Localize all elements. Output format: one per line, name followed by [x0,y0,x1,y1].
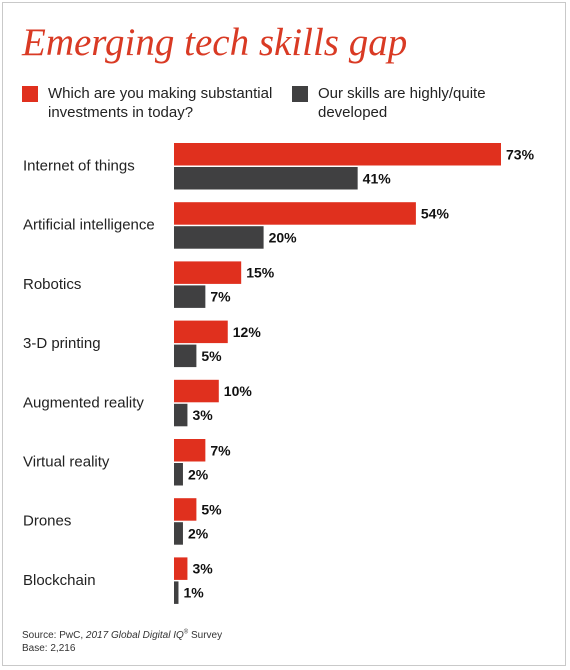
bar-robotics-investments [174,261,242,284]
data-label-virtual-reality-investments: 7% [210,442,231,458]
data-label-virtual-reality-skills: 2% [188,466,209,482]
bar-artificial-intelligence-investments [174,202,416,225]
data-label-drones-investments: 5% [201,501,222,517]
bar-3-d-printing-investments [174,320,228,344]
data-label-artificial-intelligence-skills: 20% [269,229,298,245]
data-label-drones-skills: 2% [188,525,209,541]
category-label-artificial-intelligence: Artificial intelligence [23,217,155,234]
bar-drones-skills [174,522,183,545]
data-label-robotics-skills: 7% [210,289,231,305]
bar-artificial-intelligence-skills [174,226,264,249]
data-label-augmented-reality-investments: 10% [224,383,253,399]
category-label-drones: Drones [23,513,71,530]
chart-title: Emerging tech skills gap [22,21,408,64]
category-label-robotics: Robotics [23,276,81,293]
category-label-internet-of-things: Internet of things [23,158,135,175]
bar-blockchain-investments [174,557,188,580]
bar-internet-of-things-investments [174,143,501,166]
category-label-virtual-reality: Virtual reality [23,454,110,471]
bar-augmented-reality-investments [174,379,219,403]
bar-virtual-reality-investments [174,439,206,462]
bar-3-d-printing-skills [174,344,197,368]
category-label-augmented-reality: Augmented reality [23,394,144,411]
bar-drones-investments [174,498,197,521]
data-label-robotics-investments: 15% [246,265,275,281]
bar-virtual-reality-skills [174,463,183,486]
bar-augmented-reality-skills [174,403,188,427]
data-label-3-d-printing-skills: 5% [201,348,222,364]
bar-blockchain-skills [174,581,179,604]
category-label-3-d-printing: 3-D printing [23,335,101,352]
bar-internet-of-things-skills [174,167,358,190]
data-label-internet-of-things-investments: 73% [506,146,535,162]
legend-label-investments: Which are you making substantial investm… [48,85,273,121]
legend-item-skills: Our skills are highly/quite developed [292,84,543,122]
source-note: Source: PwC, 2017 Global Digital IQ® Sur… [22,629,223,641]
data-label-augmented-reality-skills: 3% [192,407,213,423]
legend-swatch-skills [292,86,308,102]
legend-swatch-investments [22,86,38,102]
chart-footer: Source: PwC, 2017 Global Digital IQ® Sur… [22,629,222,655]
data-label-artificial-intelligence-investments: 54% [421,205,450,221]
bar-robotics-skills [174,285,206,308]
category-label-blockchain: Blockchain [23,572,96,589]
legend-item-investments: Which are you making substantial investm… [22,84,273,122]
data-label-internet-of-things-skills: 41% [363,170,392,186]
data-label-blockchain-skills: 1% [183,585,204,601]
data-label-blockchain-investments: 3% [192,561,213,577]
legend-label-skills: Our skills are highly/quite developed [318,85,486,121]
data-label-3-d-printing-investments: 12% [233,324,262,340]
base-note: Base: 2,216 [22,643,76,654]
